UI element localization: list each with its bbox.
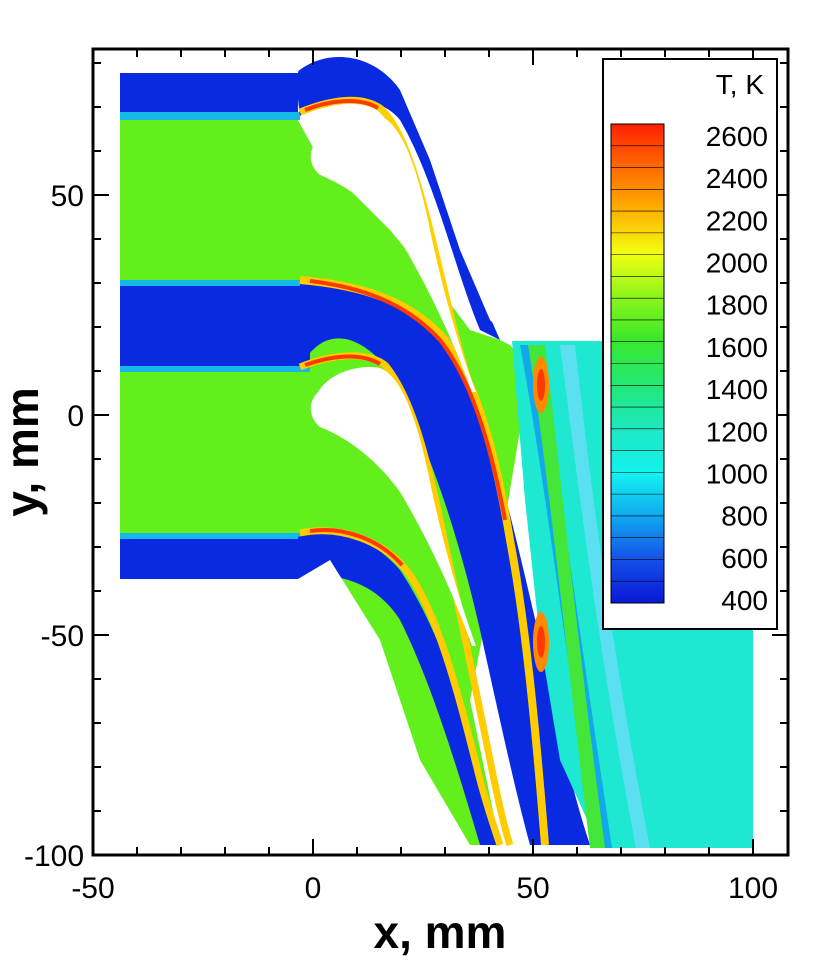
cold-band-edge-4: [120, 533, 300, 539]
legend-level-label: 2200: [706, 205, 768, 236]
hot-streak-bottom-core: [309, 528, 404, 567]
hot-streak-upper-core: [304, 99, 380, 112]
axis-ticks: [92, 49, 788, 856]
wake-region: [512, 341, 753, 848]
cold-band-middle: [120, 284, 310, 368]
outside-domain-top: [93, 49, 330, 73]
hot-streak-middle: [299, 276, 549, 846]
legend-level-label: 2600: [706, 121, 768, 152]
middle-cold-streak: [300, 283, 590, 845]
blade-lower: [310, 367, 476, 646]
hot-streak-lower-core: [304, 354, 382, 367]
plot-frame: [91, 47, 790, 857]
legend-level-label: 1400: [706, 374, 768, 405]
legend-title: T, K: [716, 69, 765, 100]
cold-band-upper: [120, 73, 298, 116]
legend-level-label: 1000: [706, 458, 768, 489]
wake-hot-spot-upper-core: [537, 369, 545, 401]
outside-domain-left-bottom: [93, 560, 470, 855]
x-axis-title: x, mm: [374, 906, 507, 958]
legend-level-label: 1800: [706, 290, 768, 321]
x-tick-label: -50: [71, 872, 114, 905]
legend-level-label: 400: [721, 585, 768, 616]
legend-level-label: 2400: [706, 163, 768, 194]
legend-level-label: 2000: [706, 248, 768, 279]
y-tick-label: -50: [41, 620, 84, 653]
wake-green-streak: [528, 345, 605, 848]
legend: T, K 2600 2400 2200 2000 1800 1600 1400 1200 100…: [602, 58, 778, 630]
legend-level-label: 1600: [706, 332, 768, 363]
cold-band-edge-2: [120, 280, 310, 286]
cold-band-edge-3: [120, 366, 310, 372]
wake-hot-spot-lower-core: [537, 626, 545, 658]
legend-levels: 2600 2400 2200 2000 1800 1600 1400 1200 1000 800 6…: [610, 121, 768, 616]
lower-cold-streak: [298, 532, 500, 845]
y-tick-label: 50: [51, 180, 84, 213]
hot-streak-middle-core: [309, 279, 507, 521]
x-tick-label: 0: [305, 872, 322, 905]
x-tick-label: 100: [728, 872, 778, 905]
y-tick-label: 0: [67, 400, 84, 433]
legend-level-label: 1200: [706, 416, 768, 447]
cold-band-lower: [120, 537, 298, 579]
y-tick-label: -100: [24, 840, 84, 873]
legend-level-label: 800: [721, 501, 768, 532]
blade-upper: [310, 115, 476, 392]
x-tick-label: 50: [516, 872, 549, 905]
legend-level-label: 600: [721, 543, 768, 574]
outside-domain-bottom-strip: [93, 848, 788, 855]
colorbar-frame: [610, 123, 665, 604]
cold-band-edge-1: [120, 112, 300, 120]
y-axis-title: y, mm: [0, 387, 48, 517]
outside-domain-left-strip: [93, 49, 120, 855]
